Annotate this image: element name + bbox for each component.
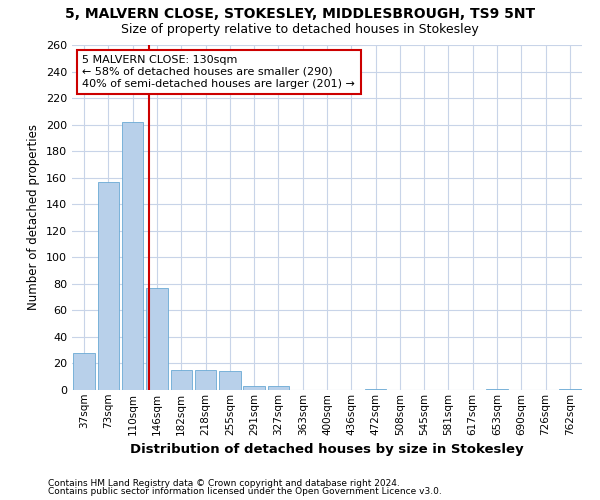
Bar — [98, 182, 119, 390]
Bar — [170, 370, 192, 390]
Bar — [195, 370, 216, 390]
Text: 5, MALVERN CLOSE, STOKESLEY, MIDDLESBROUGH, TS9 5NT: 5, MALVERN CLOSE, STOKESLEY, MIDDLESBROU… — [65, 8, 535, 22]
Text: 5 MALVERN CLOSE: 130sqm
← 58% of detached houses are smaller (290)
40% of semi-d: 5 MALVERN CLOSE: 130sqm ← 58% of detache… — [82, 56, 355, 88]
X-axis label: Distribution of detached houses by size in Stokesley: Distribution of detached houses by size … — [130, 443, 524, 456]
Bar — [487, 388, 508, 390]
Bar — [73, 353, 95, 390]
Text: Contains HM Land Registry data © Crown copyright and database right 2024.: Contains HM Land Registry data © Crown c… — [48, 478, 400, 488]
Bar — [122, 122, 143, 390]
Text: Contains public sector information licensed under the Open Government Licence v3: Contains public sector information licen… — [48, 487, 442, 496]
Bar — [268, 386, 289, 390]
Y-axis label: Number of detached properties: Number of detached properties — [28, 124, 40, 310]
Bar — [244, 386, 265, 390]
Bar — [559, 388, 581, 390]
Bar — [365, 388, 386, 390]
Text: Size of property relative to detached houses in Stokesley: Size of property relative to detached ho… — [121, 22, 479, 36]
Bar — [219, 372, 241, 390]
Bar — [146, 288, 167, 390]
